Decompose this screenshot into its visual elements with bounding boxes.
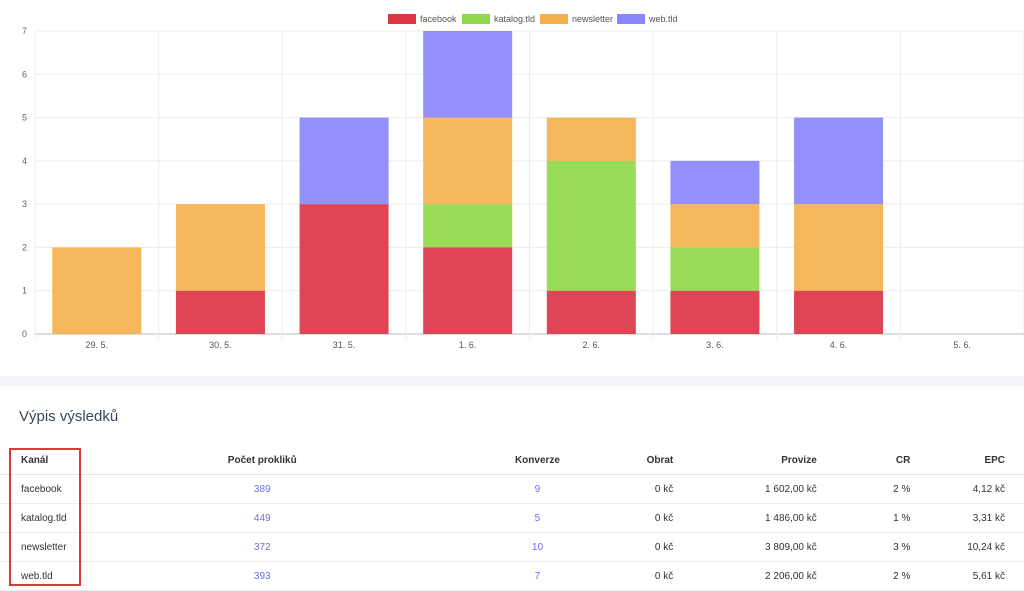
cell-cr: 3 % [816,532,911,562]
stacked-bar-chart: 0 1 2 3 4 5 6 7 29. 5. 30. 5. 31. 5. 1. 6. 2. 6. 3. 6… [22,26,1024,350]
table-header-row: Kanál Počet prokliků Konverze Obrat Prov… [0,446,1024,475]
cell-cr: 1 % [816,503,911,533]
legend-label: newsletter [572,14,614,24]
bar-web-tld [794,117,884,205]
bar-newsletter [175,204,265,291]
chart-card: facebook katalog.tld newsletter web.tld 0 1 2… [21,13,1024,350]
bar-newsletter [546,117,636,161]
y-tick-label: 1 [22,286,27,296]
y-tick-label: 3 [22,199,27,209]
col-header-conversions: Konverze [444,446,631,475]
cell-turnover: 0 kč [630,474,674,504]
x-tick-label: 3. 6. [706,340,724,350]
legend-swatch [540,14,568,24]
table-row: web.tld 393 7 0 kč 2 206,00 kč 2 % 5,61 … [0,561,1024,591]
col-header-epc: EPC [910,446,1024,475]
bar-newsletter [670,204,760,248]
bar-newsletter [423,117,513,205]
cell-clicks-link[interactable]: 372 [79,532,445,562]
legend-label: web.tld [649,14,678,24]
bar-facebook [670,290,760,334]
y-tick-label: 0 [22,329,27,339]
x-tick-label: 4. 6. [830,340,848,350]
x-tick-label: 1. 6. [459,340,477,350]
cell-conversions-link[interactable]: 5 [444,503,631,533]
bar-katalog-tld [423,204,513,248]
table-row: facebook 389 9 0 kč 1 602,00 kč 2 % 4,12… [0,474,1024,504]
bar-facebook [546,290,636,334]
results-table: Kanál Počet prokliků Konverze Obrat Prov… [0,446,1024,591]
bar-web-tld [299,117,389,205]
results-section: Výpis výsledků Kanál Počet prokliků Konv… [0,386,1024,591]
y-tick-label: 4 [22,156,27,166]
bar-katalog-tld [670,247,760,291]
bar-facebook [175,290,265,334]
bar-newsletter [52,247,142,334]
x-tick-label: 5. 6. [953,340,971,350]
cell-epc: 3,31 kč [910,503,1024,533]
cell-conversions-link[interactable]: 10 [444,532,631,562]
bar-newsletter [794,204,884,291]
y-tick-label: 7 [22,26,27,36]
cell-commission: 1 602,00 kč [673,474,817,504]
cell-channel: newsletter [0,532,80,562]
y-tick-label: 2 [22,242,27,252]
cell-channel: facebook [0,474,80,504]
y-tick-label: 5 [22,113,27,123]
legend-swatch [388,14,416,24]
legend-item-katalog-tld[interactable]: katalog.tld [462,13,535,25]
cell-conversions-link[interactable]: 9 [444,474,631,504]
cell-commission: 3 809,00 kč [673,532,817,562]
bar-katalog-tld [546,160,636,291]
col-header-channel: Kanál [0,446,80,475]
table-row: katalog.tld 449 5 0 kč 1 486,00 kč 1 % 3… [0,503,1024,533]
col-header-cr: CR [816,446,911,475]
legend-swatch [617,14,645,24]
cell-cr: 2 % [816,474,911,504]
x-tick-label: 30. 5. [209,340,232,350]
section-divider [0,376,1024,386]
table-row: newsletter 372 10 0 kč 3 809,00 kč 3 % 1… [0,532,1024,562]
cell-epc: 10,24 kč [910,532,1024,562]
cell-epc: 5,61 kč [910,561,1024,591]
cell-channel: katalog.tld [0,503,80,533]
col-header-clicks: Počet prokliků [79,446,445,475]
cell-conversions-link[interactable]: 7 [444,561,631,591]
cell-cr: 2 % [816,561,911,591]
cell-epc: 4,12 kč [910,474,1024,504]
bar-facebook [423,247,513,334]
cell-commission: 1 486,00 kč [673,503,817,533]
channel-column-highlight-box [9,448,81,586]
legend-item-facebook[interactable]: facebook [388,13,457,25]
bar-web-tld [670,160,760,205]
x-tick-label: 29. 5. [86,340,109,350]
bar-facebook [794,290,884,334]
x-tick-label: 31. 5. [333,340,356,350]
legend-label: katalog.tld [494,14,536,24]
cell-clicks-link[interactable]: 393 [79,561,445,591]
cell-clicks-link[interactable]: 449 [79,503,445,533]
results-title: Výpis výsledků [19,408,119,425]
cell-turnover: 0 kč [630,532,674,562]
y-tick-label: 6 [22,69,27,79]
cell-turnover: 0 kč [630,561,674,591]
legend-item-web-tld[interactable]: web.tld [617,13,678,25]
x-tick-label: 2. 6. [583,340,601,350]
bar-facebook [299,204,389,334]
col-header-turnover: Obrat [630,446,674,475]
cell-commission: 2 206,00 kč [673,561,817,591]
cell-clicks-link[interactable]: 389 [79,474,445,504]
legend-label: facebook [420,14,457,24]
legend-swatch [462,14,490,24]
cell-turnover: 0 kč [630,503,674,533]
bar-web-tld [423,31,513,118]
col-header-commission: Provize [673,446,817,475]
legend-item-newsletter[interactable]: newsletter [540,13,613,25]
